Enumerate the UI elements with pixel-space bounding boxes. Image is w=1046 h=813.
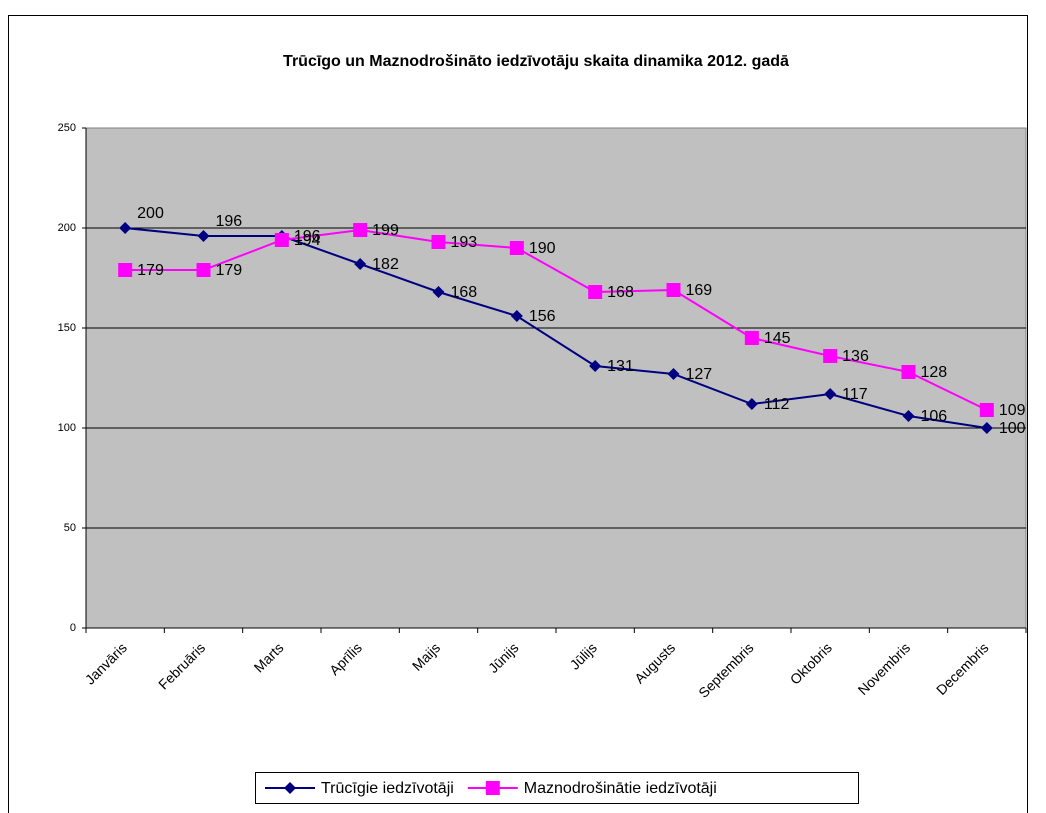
series-line: [125, 227, 987, 429]
data-point: [588, 285, 603, 299]
legend-marker: [485, 781, 500, 795]
data-label: 194: [294, 232, 321, 249]
y-tick-label: 100: [58, 422, 76, 434]
data-point: [119, 222, 132, 234]
y-tick-label: 250: [58, 122, 76, 134]
series-line: [125, 228, 988, 411]
data-label: 196: [294, 228, 321, 245]
data-label: 106: [921, 408, 948, 425]
data-point: [902, 410, 915, 422]
data-point: [354, 258, 367, 270]
data-point: [509, 241, 524, 255]
data-point: [824, 388, 837, 400]
legend-label: Maznodrošinātie iedzīvotāji: [524, 780, 717, 797]
y-tick-label: 150: [58, 322, 76, 334]
data-point: [589, 360, 602, 372]
legend-box: [255, 772, 859, 804]
data-label: 112: [764, 396, 790, 413]
data-label: 168: [607, 284, 634, 301]
data-label: 190: [529, 240, 556, 257]
y-tick-label: 200: [58, 222, 76, 234]
data-label: 182: [372, 256, 399, 273]
data-point: [118, 263, 133, 277]
data-point: [823, 349, 838, 363]
plot-area: [85, 127, 1027, 629]
data-point: [197, 230, 210, 242]
data-label: 156: [529, 308, 556, 325]
data-label: 200: [137, 205, 164, 222]
data-label: 100: [999, 420, 1026, 437]
data-label: 193: [451, 234, 478, 251]
data-point: [979, 403, 994, 417]
data-label: 169: [686, 282, 713, 299]
data-label: 168: [451, 284, 478, 301]
data-label: 199: [372, 222, 399, 239]
data-label: 117: [842, 386, 868, 403]
data-point: [980, 422, 993, 434]
data-label: 179: [137, 262, 164, 279]
data-point: [745, 398, 758, 410]
chart-title: Trūcīgo un Maznodrošināto iedzīvotāju sk…: [283, 53, 789, 70]
data-label: 196: [216, 213, 243, 230]
data-point: [901, 365, 916, 379]
data-point: [666, 283, 681, 297]
legend-marker: [284, 782, 296, 794]
y-tick-label: 0: [70, 622, 76, 634]
data-point: [744, 331, 759, 345]
data-label: 179: [216, 262, 243, 279]
data-label: 128: [921, 364, 948, 381]
data-point: [274, 233, 289, 247]
legend-label: Trūcīgie iedzīvotāji: [321, 780, 454, 797]
data-point: [431, 235, 446, 249]
data-label: 131: [607, 358, 634, 375]
data-point: [353, 223, 368, 237]
data-label: 109: [999, 402, 1026, 419]
data-label: 145: [764, 330, 791, 347]
data-label: 127: [686, 366, 713, 383]
data-point: [510, 310, 523, 322]
data-point: [432, 286, 445, 298]
y-tick-label: 50: [64, 522, 76, 534]
data-point: [667, 368, 680, 380]
data-label: 136: [842, 348, 869, 365]
data-point: [196, 263, 211, 277]
